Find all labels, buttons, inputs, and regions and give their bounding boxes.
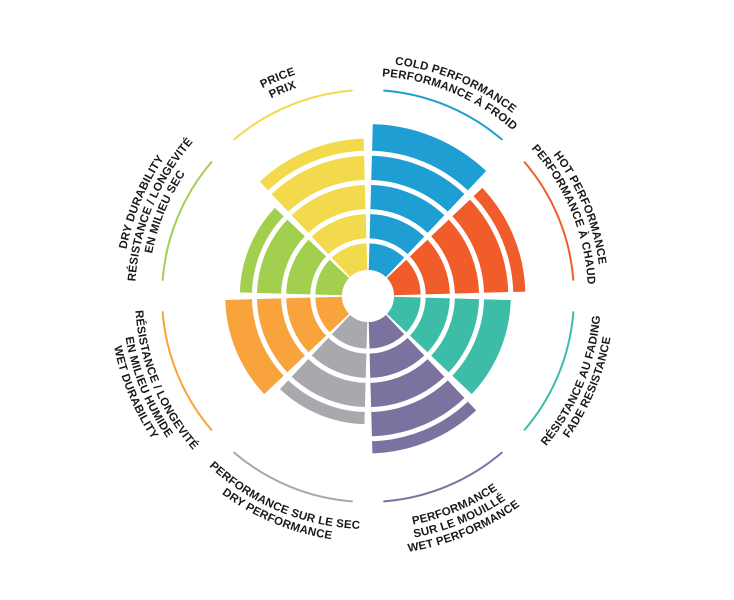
ring-separator <box>251 299 288 376</box>
sector-wedge-hot-performance <box>386 187 526 296</box>
ring-separator <box>469 196 514 293</box>
outer-indicator-arcs <box>161 89 575 503</box>
ring-separator <box>370 355 428 383</box>
ring-separator <box>308 209 366 237</box>
indicator-arc-cold-performance <box>383 89 503 141</box>
ring-separator <box>406 256 426 295</box>
indicator-arc-dry-durability <box>161 161 213 281</box>
indicator-arc-wet-performance <box>383 451 503 503</box>
sector-label-hot-performance: HOT PERFORMANCE <box>551 149 608 265</box>
indicator-arc-fade-resistance <box>523 311 575 431</box>
ring-separator <box>251 216 288 293</box>
ring-separator <box>369 334 408 354</box>
ring-separator <box>371 150 468 195</box>
ring-separator <box>268 150 365 195</box>
ring-separator <box>328 238 367 258</box>
indicator-arc-price <box>233 89 353 141</box>
ring-separator <box>310 256 330 295</box>
ring-separator <box>328 334 367 354</box>
indicator-arc-dry-performance <box>233 451 353 503</box>
ring-separator <box>369 238 408 258</box>
ring-separator <box>281 236 309 294</box>
ring-separator <box>281 298 309 356</box>
sector-wedge-wet-performance <box>368 314 477 454</box>
ring-separator <box>288 179 365 216</box>
sector-wedge-price <box>259 138 368 278</box>
ring-separator <box>371 397 468 442</box>
ring-separator <box>288 376 365 413</box>
indicator-arc-wet-durability <box>161 311 213 431</box>
ring-separator <box>370 209 428 237</box>
ring-separator <box>427 298 455 356</box>
ring-separators <box>251 150 514 442</box>
center-hub <box>342 270 394 322</box>
ring-separator <box>427 236 455 294</box>
ring-separator <box>310 297 330 336</box>
ring-separator <box>308 355 366 383</box>
ring-separator <box>371 179 448 216</box>
indicator-arc-hot-performance <box>523 161 575 281</box>
hub-circle <box>342 270 394 322</box>
ring-separator <box>406 297 426 336</box>
ring-separator <box>448 299 485 376</box>
ring-separator <box>371 376 448 413</box>
ring-separator <box>448 216 485 293</box>
